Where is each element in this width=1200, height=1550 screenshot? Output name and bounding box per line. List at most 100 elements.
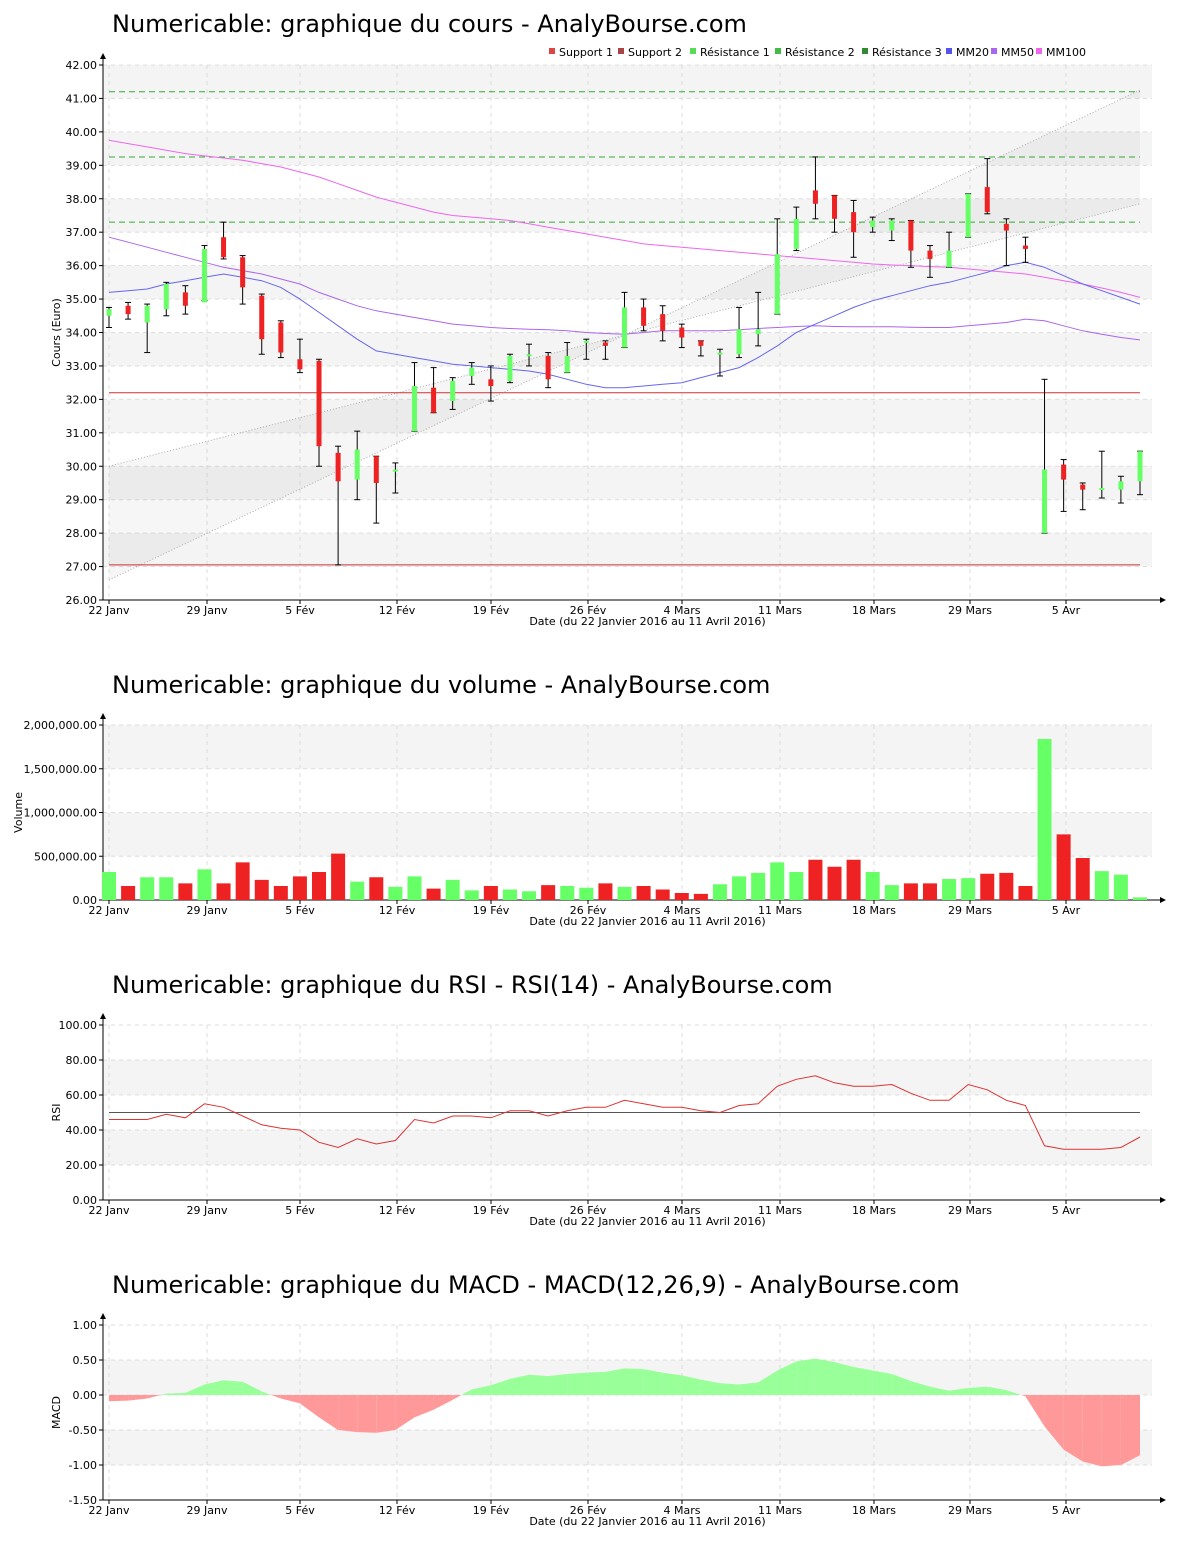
volume-bar — [121, 886, 136, 900]
macd-area — [1006, 1390, 1022, 1395]
volume-bar — [789, 872, 804, 900]
candle-body — [583, 340, 589, 343]
volume-bar — [560, 886, 575, 900]
candle-body — [755, 329, 761, 335]
legend-swatch — [991, 48, 997, 54]
volume-bar — [350, 881, 365, 900]
macd-band — [103, 1430, 1152, 1465]
candle-body — [812, 190, 818, 204]
rsi-y-axis-title: RSI — [50, 1104, 63, 1122]
rsi-y-arrow — [100, 1013, 106, 1019]
volume-ytick-label: 1,000,000.00 — [24, 807, 97, 820]
candle-body — [316, 360, 322, 447]
macd-area — [109, 1395, 129, 1402]
candle-body — [163, 284, 169, 310]
rsi-xtick-label: 29 Janv — [187, 1204, 228, 1217]
macd-area — [204, 1380, 224, 1395]
price-xtick-label: 5 Fév — [285, 604, 315, 617]
price-xtick-label: 29 Mars — [948, 604, 992, 617]
rsi-xtick-label: 29 Mars — [948, 1204, 992, 1217]
price-band — [103, 466, 1152, 500]
price-ytick-label: 34.00 — [66, 327, 98, 340]
macd-area — [548, 1374, 568, 1395]
price-xtick-label: 11 Mars — [758, 604, 802, 617]
macd-area — [1082, 1395, 1102, 1467]
candle-body — [278, 322, 284, 353]
volume-xtick-label: 18 Mars — [852, 904, 896, 917]
rsi-xtick-label: 19 Fév — [473, 1204, 510, 1217]
volume-bar — [865, 872, 880, 900]
volume-bar — [693, 893, 708, 900]
macd-area — [223, 1380, 243, 1395]
legend-swatch — [775, 48, 781, 54]
macd-area — [490, 1378, 510, 1395]
volume-xtick-label: 19 Fév — [473, 904, 510, 917]
candle-body — [908, 220, 914, 251]
price-y-axis-title: Cours (Euro) — [50, 298, 63, 367]
rsi-ytick-label: 60.00 — [66, 1089, 98, 1102]
candle-body — [927, 250, 933, 259]
volume-bar — [770, 862, 785, 900]
price-ytick-label: 35.00 — [66, 293, 98, 306]
macd-area — [834, 1362, 854, 1395]
candle-body — [373, 456, 379, 483]
volume-bar — [712, 884, 727, 900]
candle-body — [1003, 223, 1009, 231]
macd-area — [280, 1395, 300, 1404]
rsi-xtick-label: 18 Mars — [852, 1204, 896, 1217]
candle-body — [125, 305, 131, 315]
macd-xtick-label: 26 Fév — [570, 1504, 607, 1517]
legend-swatch — [946, 48, 952, 54]
candle-body — [431, 387, 437, 413]
macd-area — [891, 1374, 911, 1395]
macd-ytick-label: 0.00 — [73, 1389, 98, 1402]
macd-area — [853, 1367, 873, 1395]
candle-body — [793, 218, 799, 249]
price-ytick-label: 31.00 — [66, 427, 98, 440]
volume-ytick-label: 0.00 — [73, 894, 98, 907]
volume-bar — [445, 879, 460, 900]
rsi-xtick-label: 26 Fév — [570, 1204, 607, 1217]
macd-xtick-label: 29 Mars — [948, 1504, 992, 1517]
macd-xtick-label: 19 Fév — [473, 1504, 510, 1517]
macd-area — [719, 1383, 740, 1395]
candle-body — [602, 342, 608, 346]
price-chart: 22 Janv 29 Janv 5 Fév 12 Fév 19 Fév 26 Fév 4 M… — [50, 46, 1166, 628]
candle-body — [698, 340, 704, 346]
volume-band — [103, 812, 1152, 857]
rsi-ytick-label: 40.00 — [66, 1124, 98, 1137]
legend-label: Résistance 3 — [872, 46, 942, 59]
volume-bar — [407, 876, 422, 900]
price-xtick-label: 12 Fév — [379, 604, 416, 617]
price-ytick-label: 33.00 — [66, 360, 98, 373]
volume-bar — [598, 883, 613, 900]
candle-body — [144, 305, 150, 323]
volume-bar — [903, 883, 918, 900]
macd-xtick-label: 18 Mars — [852, 1504, 896, 1517]
macd-area — [471, 1385, 491, 1395]
macd-area — [968, 1386, 988, 1395]
rsi-xtick-label: 11 Mars — [758, 1204, 802, 1217]
rsi-panel: Numericable: graphique du RSI - RSI(14) … — [0, 960, 1200, 1240]
macd-area — [1063, 1395, 1083, 1462]
candle-body — [507, 355, 513, 381]
price-x-arrow — [1160, 597, 1166, 603]
volume-bar — [999, 872, 1014, 900]
macd-xtick-label: 11 Mars — [758, 1504, 802, 1517]
volume-bar — [1037, 739, 1052, 900]
price-band — [103, 198, 1152, 233]
price-xtick-label: 22 Janv — [89, 604, 130, 617]
volume-bar — [388, 886, 403, 900]
volume-bar — [655, 889, 670, 900]
volume-xtick-label: 11 Mars — [758, 904, 802, 917]
volume-bar — [502, 889, 517, 900]
macd-area — [586, 1371, 606, 1395]
macd-ytick-label: 1.00 — [73, 1319, 98, 1332]
candle-body — [182, 292, 188, 306]
candle-body — [221, 237, 227, 258]
rsi-xtick-label: 12 Fév — [379, 1204, 416, 1217]
candle-body — [297, 359, 303, 370]
macd-area — [128, 1395, 148, 1401]
volume-band — [103, 725, 1152, 769]
price-x-axis-title: Date (du 22 Janvier 2016 au 11 Avril 201… — [529, 615, 765, 628]
